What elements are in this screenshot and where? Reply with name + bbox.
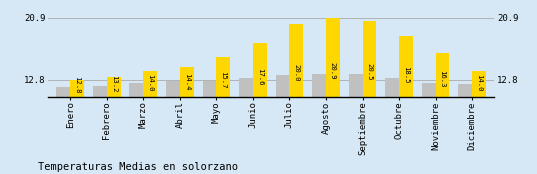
Bar bbox=[458, 84, 472, 174]
Text: Temperaturas Medias en solorzano: Temperaturas Medias en solorzano bbox=[38, 162, 237, 172]
Text: 14.4: 14.4 bbox=[184, 73, 190, 91]
Bar bbox=[312, 74, 326, 174]
Text: 20.9: 20.9 bbox=[330, 62, 336, 80]
Text: 12.8: 12.8 bbox=[74, 76, 80, 94]
Bar bbox=[349, 74, 362, 174]
Bar bbox=[326, 18, 340, 174]
Bar bbox=[93, 86, 107, 174]
Bar bbox=[70, 80, 84, 174]
Text: 18.5: 18.5 bbox=[403, 66, 409, 84]
Bar bbox=[180, 68, 194, 174]
Bar bbox=[289, 24, 303, 174]
Text: 14.0: 14.0 bbox=[147, 74, 153, 92]
Bar bbox=[56, 88, 70, 174]
Bar bbox=[239, 78, 253, 174]
Bar bbox=[166, 81, 180, 174]
Bar bbox=[216, 57, 230, 174]
Text: 14.0: 14.0 bbox=[476, 74, 482, 92]
Bar bbox=[107, 77, 121, 174]
Text: 20.0: 20.0 bbox=[293, 64, 300, 81]
Text: 17.6: 17.6 bbox=[257, 68, 263, 85]
Bar bbox=[385, 78, 399, 174]
Text: 16.3: 16.3 bbox=[439, 70, 446, 88]
Bar bbox=[143, 70, 157, 174]
Bar bbox=[399, 36, 413, 174]
Text: 20.5: 20.5 bbox=[366, 63, 373, 81]
Bar bbox=[362, 21, 376, 174]
Bar bbox=[436, 53, 449, 174]
Bar bbox=[275, 75, 289, 174]
Bar bbox=[422, 83, 436, 174]
Bar bbox=[129, 83, 143, 174]
Text: 13.2: 13.2 bbox=[111, 75, 117, 93]
Bar bbox=[202, 81, 216, 174]
Bar bbox=[472, 70, 486, 174]
Bar bbox=[253, 43, 267, 174]
Text: 15.7: 15.7 bbox=[220, 71, 226, 89]
